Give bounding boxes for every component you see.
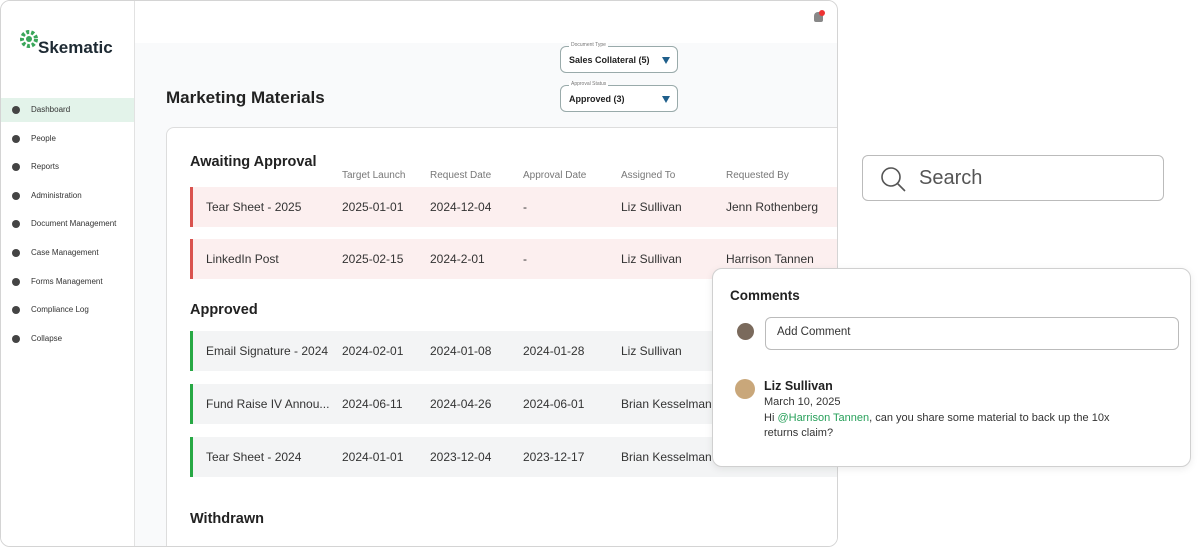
bell-icon[interactable] [814,10,825,22]
table-cell: 2024-06-01 [523,397,585,411]
nav-icon [12,191,20,200]
column-header: Requested By [726,170,789,181]
table-cell: 2024-12-04 [430,200,492,214]
top-bar [135,1,837,43]
logo-icon [20,30,38,48]
column-header: Request Date [430,170,492,181]
table-cell: - [523,200,527,214]
table-cell: 2025-01-01 [342,200,404,214]
nav-icon [12,277,20,286]
sidebar: Skematic Dashboard People Reports Administr… [1,1,135,546]
table-cell: Brian Kesselman [621,450,712,464]
table-cell: 2025-02-15 [342,252,404,266]
table-cell: Tear Sheet - 2025 [206,200,302,214]
filter-dropdown[interactable]: Document Type Sales Collateral (5) [560,42,678,73]
comment-text-part: , can you share some material to back up… [764,412,1110,439]
user-avatar [737,323,754,340]
filter-dropdown[interactable]: Approval Status Approved (3) [560,81,678,112]
nav-icon [12,106,20,114]
nav-item[interactable]: Reports [1,155,134,179]
nav-item[interactable]: Case Management [1,241,134,265]
comment-avatar [735,379,755,399]
column-header: Approval Date [523,170,587,181]
nav-icon [12,334,20,343]
table-cell: Harrison Tannen [726,252,814,266]
table-cell: 2023-12-04 [430,450,492,464]
search-box[interactable]: Search [862,155,1164,201]
filter-label: Approval Status [569,81,609,87]
nav-item[interactable]: Administration [1,184,134,208]
table-cell: Jenn Rothenberg [726,200,819,214]
comment-author: Liz Sullivan [764,379,833,393]
nav-item[interactable]: Compliance Log [1,298,134,322]
section-title: Withdrawn [190,511,264,527]
nav-icon [12,163,20,172]
dropdown-caret [662,57,670,64]
table-cell: 2024-04-26 [430,397,492,411]
comment-text-part: Hi [764,412,778,424]
table-cell: LinkedIn Post [206,252,279,266]
column-header: Assigned To [621,170,676,181]
table-cell: Liz Sullivan [621,344,682,358]
table-cell: 2024-06-11 [342,397,403,411]
column-header: Target Launch [342,170,406,181]
table-row[interactable]: Tear Sheet - 2025 2025-01-01 2024-12-04 - Li… [190,187,837,227]
section-title: Awaiting Approval [190,154,317,170]
comment-date: March 10, 2025 [764,396,841,408]
table-cell: Tear Sheet - 2024 [206,450,302,464]
filter-value: Sales Collateral (5) [569,55,650,65]
comments-panel: Comments Add Comment Liz Sullivan March 1… [712,268,1191,467]
nav-item[interactable]: Document Management [1,212,134,236]
mention[interactable]: @Harrison Tannen [777,412,870,424]
search-placeholder: Search [919,167,983,189]
section-title: Approved [190,302,258,318]
nav-item[interactable]: Collapse [1,327,134,351]
nav-item[interactable]: Dashboard [1,98,134,122]
nav-icon [12,249,20,257]
comments-title: Comments [730,288,800,303]
nav-icon [12,220,20,229]
table-cell: Email Signature - 2024 [206,344,329,358]
filter-label: Document Type [569,42,608,48]
filter-value: Approved (3) [569,94,625,104]
nav-icon [12,134,20,143]
table-cell: 2024-01-01 [342,450,404,464]
search-icon [881,167,906,192]
table-cell: Liz Sullivan [621,200,682,214]
table-cell: 2024-01-08 [430,344,492,358]
brand: Skematic [38,38,113,57]
table-cell: Brian Kesselman [621,397,712,411]
comment-input[interactable]: Add Comment [765,317,1179,350]
nav-icon [12,306,20,315]
dropdown-caret [662,96,670,103]
comment-placeholder: Add Comment [777,326,851,338]
table-cell: 2024-01-28 [523,344,585,358]
table-cell: 2024-02-01 [342,344,404,358]
nav-item[interactable]: People [1,127,134,151]
table-cell: Liz Sullivan [621,252,682,266]
comment-text: Hi @Harrison Tannen, can you share some … [764,411,1114,441]
nav-item[interactable]: Forms Management [1,270,134,294]
table-cell: Fund Raise IV Annou... [206,397,330,411]
table-cell: 2023-12-17 [523,450,585,464]
table-cell: - [523,252,527,266]
table-cell: 2024-2-01 [430,252,485,266]
page-title: Marketing Materials [166,88,325,107]
